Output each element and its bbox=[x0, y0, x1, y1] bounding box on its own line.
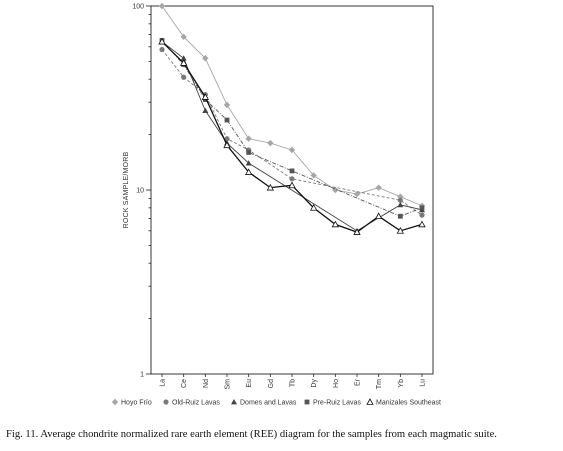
series-2 bbox=[159, 38, 425, 234]
y-tick-label: 100 bbox=[132, 4, 144, 11]
x-tick-label: Yb bbox=[398, 379, 405, 388]
data-point bbox=[224, 117, 230, 123]
data-point bbox=[180, 55, 187, 61]
x-tick-label: Gd bbox=[268, 379, 275, 388]
y-tick-label: 10 bbox=[136, 188, 144, 195]
data-point bbox=[397, 197, 403, 203]
legend-label: Domes and Lavas bbox=[240, 400, 297, 407]
data-point bbox=[353, 228, 361, 235]
data-point bbox=[245, 135, 252, 142]
x-tick-label: Er bbox=[355, 378, 362, 386]
series-line bbox=[161, 40, 423, 217]
series-line bbox=[161, 5, 423, 207]
y-axis: 1 10 100 bbox=[132, 4, 151, 379]
series-3 bbox=[159, 38, 425, 219]
data-point bbox=[375, 184, 382, 191]
y-axis-title: ROCK SAMPLE/MORB bbox=[123, 152, 130, 229]
data-point bbox=[224, 136, 230, 142]
legend-marker bbox=[163, 399, 169, 405]
data-point bbox=[374, 212, 383, 220]
data-point bbox=[158, 37, 166, 45]
data-point bbox=[179, 59, 188, 66]
x-tick-label: Dy bbox=[311, 379, 318, 388]
x-tick-label: Tm bbox=[376, 379, 383, 389]
data-point bbox=[397, 201, 404, 208]
data-point bbox=[202, 55, 209, 62]
legend-marker bbox=[111, 398, 119, 406]
ree-chart: 1 10 100 La Ce Nd Sm Eu Gd Tb Dy Ho Er Tm Yb Lu ROCK S… bbox=[111, 2, 441, 407]
legend-label: Pre-Ruiz Lavas bbox=[313, 400, 361, 407]
data-point bbox=[267, 139, 274, 147]
x-tick-label: Ho bbox=[333, 379, 340, 388]
data-point bbox=[159, 46, 165, 53]
x-tick-label: Sm bbox=[225, 379, 232, 390]
series-layer bbox=[158, 2, 426, 235]
data-point bbox=[310, 172, 317, 179]
data-point bbox=[223, 141, 231, 149]
data-point bbox=[223, 101, 231, 109]
data-point bbox=[353, 190, 361, 198]
x-tick-label: La bbox=[160, 379, 167, 387]
series-4 bbox=[158, 37, 426, 235]
data-point bbox=[158, 2, 166, 10]
series-line bbox=[161, 49, 423, 216]
data-point bbox=[180, 33, 187, 41]
legend-marker bbox=[304, 399, 310, 405]
data-point bbox=[266, 183, 275, 191]
data-point bbox=[397, 213, 403, 219]
x-tick-label: Lu bbox=[420, 379, 427, 387]
legend-label: Hoyo Frío bbox=[121, 400, 152, 407]
legend-marker bbox=[366, 398, 374, 405]
data-point bbox=[202, 107, 209, 114]
legend-label: Manizales Southeast bbox=[376, 400, 441, 407]
data-point bbox=[181, 74, 187, 80]
data-point bbox=[419, 205, 425, 211]
data-point bbox=[288, 146, 296, 154]
data-point bbox=[246, 150, 252, 155]
data-point bbox=[332, 186, 339, 194]
data-point bbox=[245, 160, 252, 166]
y-tick-label: 1 bbox=[140, 372, 144, 379]
x-tick-label: Ce bbox=[181, 379, 188, 388]
series-1 bbox=[159, 46, 425, 218]
x-tick-label: Eu bbox=[246, 379, 253, 388]
data-point bbox=[419, 212, 425, 218]
data-point bbox=[418, 220, 426, 228]
series-line bbox=[161, 41, 423, 233]
legend-marker bbox=[231, 399, 237, 405]
data-point bbox=[244, 168, 253, 175]
legend: Hoyo Frío Old-Ruiz Lavas Domes and Lavas Pr… bbox=[111, 398, 441, 407]
figure-caption: Fig. 11. Average chondrite normalized ra… bbox=[6, 429, 497, 440]
data-point bbox=[288, 181, 296, 189]
x-tick-label: Tb bbox=[290, 379, 297, 387]
data-point bbox=[331, 220, 340, 228]
legend-label: Old-Ruiz Lavas bbox=[172, 400, 220, 407]
data-point bbox=[201, 93, 210, 100]
data-point bbox=[309, 204, 318, 211]
data-point bbox=[289, 176, 295, 182]
x-axis: La Ce Nd Sm Eu Gd Tb Dy Ho Er Tm Yb Lu bbox=[160, 374, 427, 390]
data-point bbox=[289, 168, 295, 174]
series-line bbox=[161, 41, 423, 232]
data-point bbox=[396, 226, 405, 234]
x-tick-label: Nd bbox=[203, 379, 210, 388]
